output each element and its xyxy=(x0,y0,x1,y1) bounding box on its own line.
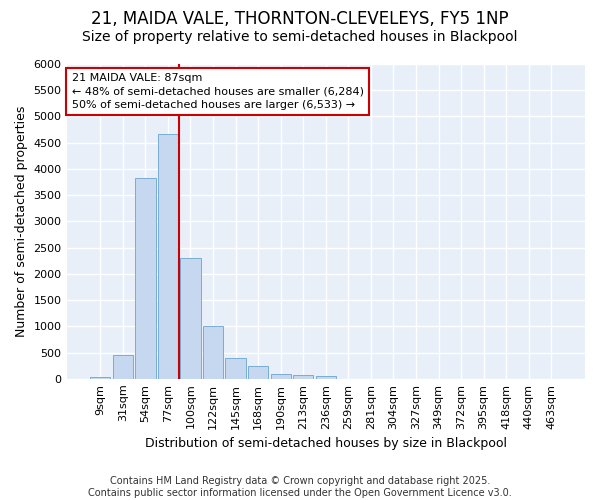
Bar xyxy=(203,326,223,379)
Text: Size of property relative to semi-detached houses in Blackpool: Size of property relative to semi-detach… xyxy=(82,30,518,44)
Bar xyxy=(248,366,268,379)
Bar xyxy=(316,376,336,379)
Bar xyxy=(158,134,178,379)
Text: Contains HM Land Registry data © Crown copyright and database right 2025.
Contai: Contains HM Land Registry data © Crown c… xyxy=(88,476,512,498)
Bar xyxy=(135,178,155,379)
Bar xyxy=(90,377,110,379)
Bar xyxy=(181,258,200,379)
Bar xyxy=(271,374,291,379)
Bar xyxy=(226,358,246,379)
Text: 21, MAIDA VALE, THORNTON-CLEVELEYS, FY5 1NP: 21, MAIDA VALE, THORNTON-CLEVELEYS, FY5 … xyxy=(91,10,509,28)
Bar xyxy=(113,355,133,379)
Bar xyxy=(293,375,313,379)
X-axis label: Distribution of semi-detached houses by size in Blackpool: Distribution of semi-detached houses by … xyxy=(145,437,507,450)
Y-axis label: Number of semi-detached properties: Number of semi-detached properties xyxy=(15,106,28,337)
Text: 21 MAIDA VALE: 87sqm
← 48% of semi-detached houses are smaller (6,284)
50% of se: 21 MAIDA VALE: 87sqm ← 48% of semi-detac… xyxy=(72,74,364,110)
